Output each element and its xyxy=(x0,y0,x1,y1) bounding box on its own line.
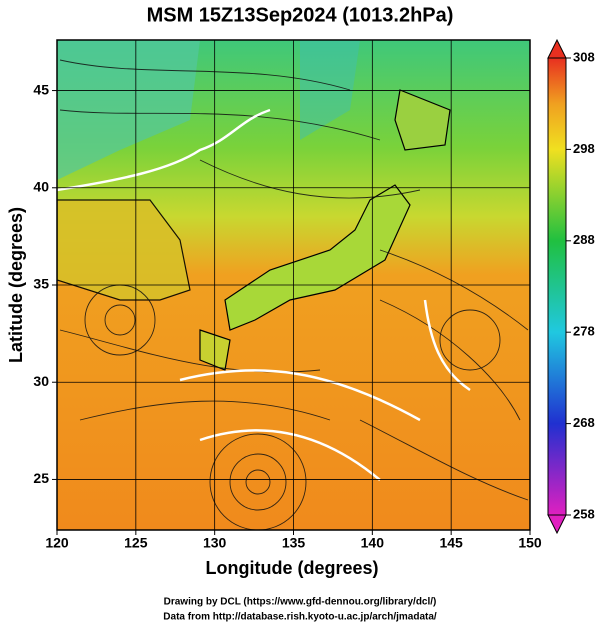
colorbar-tick-label: 308 xyxy=(573,49,595,64)
credit: Data from http://database.rish.kyoto-u.a… xyxy=(163,612,437,623)
x-tick-label: 145 xyxy=(439,535,463,551)
y-tick-label: 30 xyxy=(33,373,49,389)
colorbar-tick-label: 268 xyxy=(573,415,595,430)
colorbar-tick-label: 298 xyxy=(573,141,595,156)
x-axis-label: Longitude (degrees) xyxy=(205,558,378,578)
credit: Drawing by DCL (https://www.gfd-dennou.o… xyxy=(164,597,437,608)
title: MSM 15Z13Sep2024 (1013.2hPa) xyxy=(147,4,454,26)
x-tick-label: 150 xyxy=(518,535,542,551)
x-tick-label: 135 xyxy=(282,535,306,551)
x-tick-label: 140 xyxy=(361,535,385,551)
colorbar-tick-label: 288 xyxy=(573,232,595,247)
x-tick-label: 125 xyxy=(124,535,148,551)
y-tick-label: 25 xyxy=(33,470,49,486)
x-tick-label: 130 xyxy=(203,535,227,551)
colorbar-bottom-arrow xyxy=(547,514,567,535)
x-tick-label: 120 xyxy=(45,535,69,551)
y-axis-label: Latitude (degrees) xyxy=(6,207,26,363)
colorbar-top-arrow xyxy=(547,38,567,59)
y-tick-label: 35 xyxy=(33,276,49,292)
colorbar-tick-label: 258 xyxy=(573,506,595,521)
colorbar-tick-label: 278 xyxy=(573,324,595,339)
y-tick-label: 40 xyxy=(33,178,49,194)
grid xyxy=(56,40,531,530)
y-tick-label: 45 xyxy=(33,81,49,97)
colorbar xyxy=(547,57,567,516)
